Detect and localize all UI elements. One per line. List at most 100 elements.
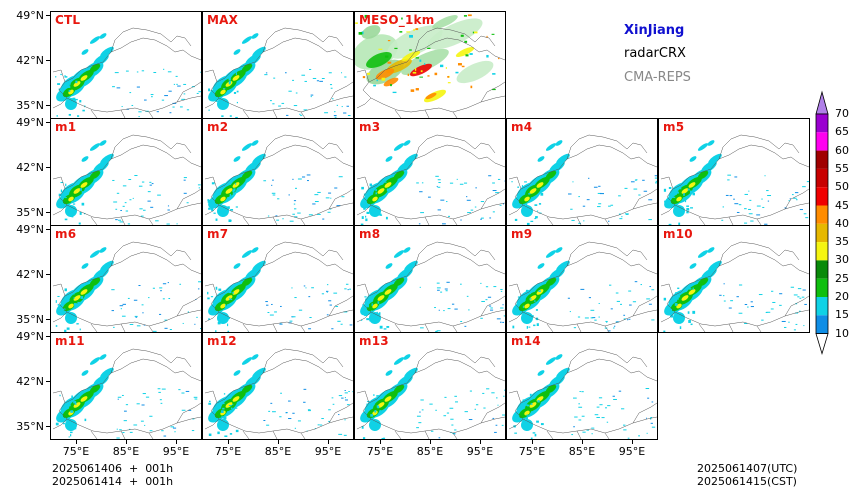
border-lines [204,134,353,225]
init-time-utc: 2025061406 + 001h [52,462,174,475]
init-time-cst: 2025061414 + 001h [52,475,174,488]
map-panel-m12: m12 [202,332,354,440]
radar-echo-map [52,134,201,225]
colorbar-segment [816,315,828,334]
map-panel-m11: m11 [50,332,202,440]
colorbar-segment [816,132,828,151]
map-panel-m5: m5 [658,118,810,226]
border-lines [204,27,353,118]
colorbar-tick-label: 45 [835,198,849,212]
lon-tick-label: 75°E [518,445,546,458]
colorbar-tick-label: 60 [835,143,849,157]
lat-tick [46,336,50,337]
border-lines [52,348,201,439]
panel-label: m4 [511,120,533,134]
lon-tick [278,440,279,444]
border-lines [508,134,657,225]
map-panel-m3: m3 [354,118,506,226]
colorbar-tick-label: 30 [835,253,849,267]
panel-label: MAX [207,13,239,27]
colorbar-tick-label: 20 [835,290,849,303]
lon-tick-label: 95°E [314,445,342,458]
panel-label: m12 [207,334,237,348]
system-name: CMA-REPS [624,70,691,85]
radar-echo-map [356,348,505,439]
colorbar-tick-label: 35 [835,235,849,249]
border-lines [356,134,505,225]
panel-label: m9 [511,227,533,241]
map-panel-ctl: CTL [50,11,202,119]
colorbar-segment [816,297,828,316]
lon-tick [532,440,533,444]
lon-tick-label: 95°E [162,445,190,458]
radar-echo-map [508,241,657,332]
lat-tick-label: 42°N [16,375,44,388]
colorbar-segment [816,150,828,169]
panel-label: m1 [55,120,77,134]
panel-label: MESO_1km [359,13,435,27]
border-lines [52,241,201,332]
border-lines [204,241,353,332]
panel-label: m7 [207,227,229,241]
panel-label: m13 [359,334,389,348]
colorbar-segment [816,168,828,188]
panel-label: m5 [663,120,685,134]
colorbar-tick-label: 40 [835,216,849,230]
border-lines [660,134,809,225]
colorbar-under-arrow [815,333,829,355]
colorbar-over-arrow [815,90,829,115]
lat-tick [46,274,50,275]
lat-tick-label: 35°N [16,313,44,326]
border-lines [356,241,505,332]
colorbar-segment [816,242,828,261]
radar-echo-map [355,14,505,118]
border-lines [204,348,353,439]
region-title: XinJiang [624,23,685,38]
lon-tick [176,440,177,444]
radar-echo-map [204,348,353,439]
lat-tick-label: 42°N [16,54,44,67]
radar-echo-map [204,27,353,118]
border-lines [356,27,505,118]
colorbar-segment [816,260,828,279]
lat-tick-label: 42°N [16,268,44,281]
colorbar-segment [816,187,828,206]
radar-echo-map [660,134,809,225]
colorbar-segment [816,205,828,224]
lat-tick-label: 35°N [16,206,44,219]
colorbar-tick-label: 15 [835,308,849,322]
lon-tick-label: 95°E [466,445,494,458]
lat-tick-label: 49°N [16,330,44,343]
lat-tick [46,122,50,123]
lon-tick [76,440,77,444]
border-lines [52,27,201,118]
map-panel-m10: m10 [658,225,810,333]
lat-tick [46,105,50,106]
lat-tick [46,229,50,230]
radar-echo-map [508,134,657,225]
lat-tick [46,60,50,61]
radar-echo-map [660,241,809,332]
lat-tick-label: 49°N [16,223,44,236]
colorbar-tick-label: 55 [835,161,849,175]
lat-tick [46,167,50,168]
radar-echo-map [356,134,505,225]
colorbar-tick-label: 70 [835,107,849,120]
lon-tick [430,440,431,444]
map-panel-meso_1km: MESO_1km [354,11,506,119]
lon-tick-label: 75°E [62,445,90,458]
border-lines [508,348,657,439]
lat-tick [46,15,50,16]
map-panel-m4: m4 [506,118,658,226]
colorbar-segment [816,114,828,133]
colorbar-tick-label: 25 [835,271,849,285]
map-panel-m1: m1 [50,118,202,226]
valid-time-cst: 2025061415(CST) [697,475,797,488]
radar-echo-map [204,241,353,332]
colorbar-tick-label: 50 [835,180,849,194]
lon-tick [126,440,127,444]
lon-tick-label: 75°E [214,445,242,458]
radar-echo-map [52,241,201,332]
lon-tick [328,440,329,444]
lon-tick [480,440,481,444]
